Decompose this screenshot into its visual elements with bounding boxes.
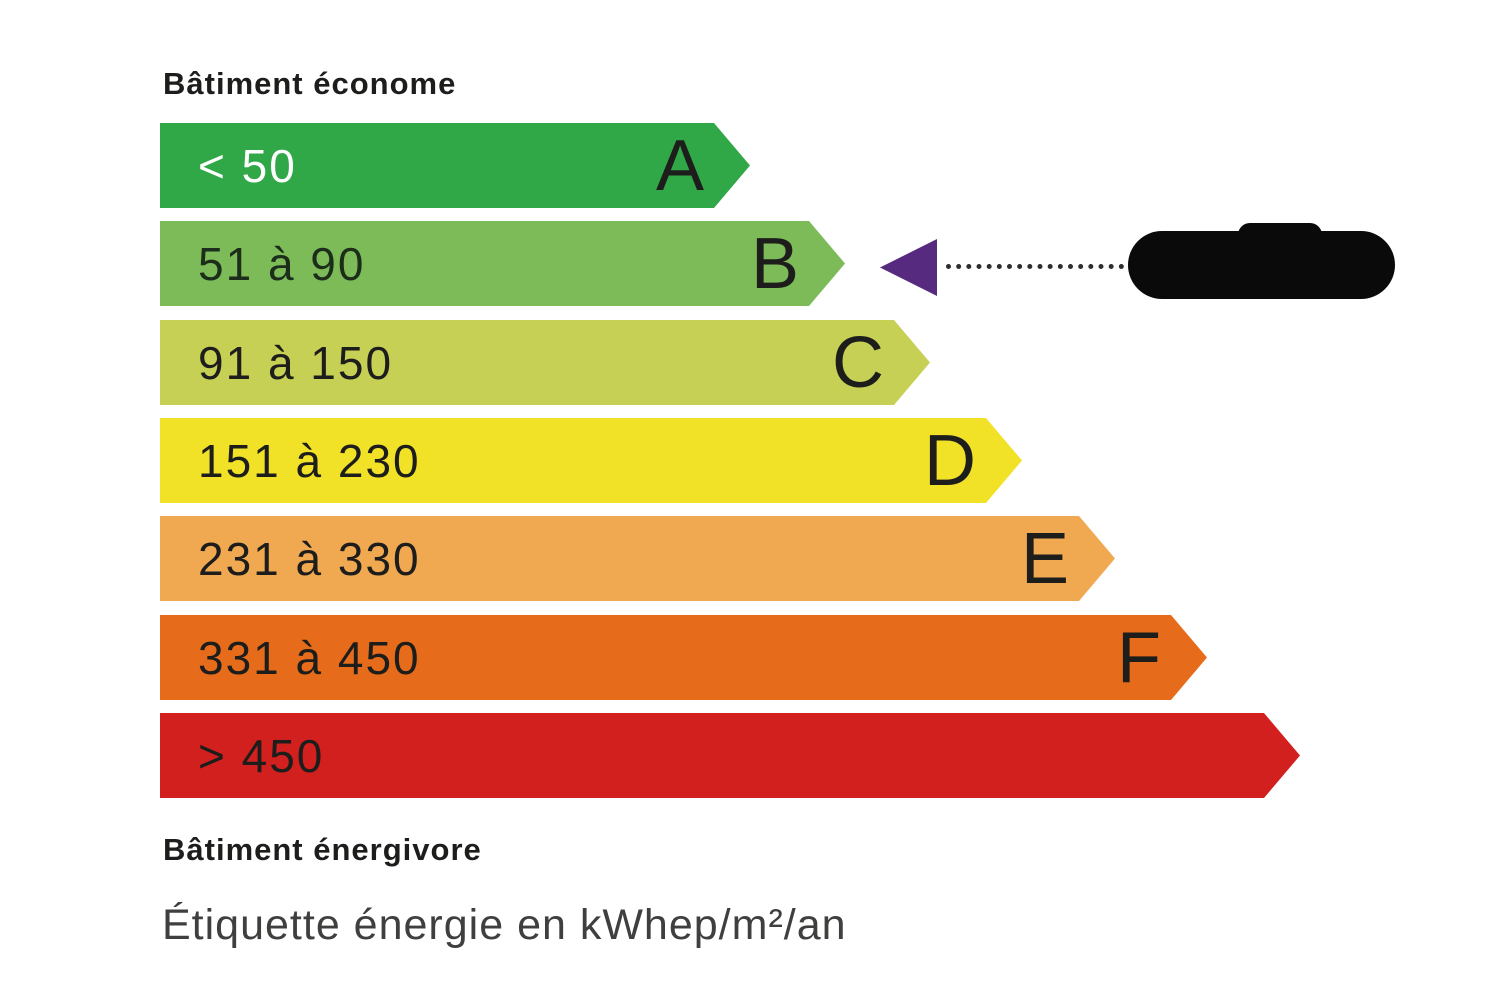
dotted-leader-line [946, 264, 1124, 269]
range-label-g: > 450 [198, 729, 325, 782]
range-label-c: 91 à 150 [198, 336, 394, 389]
range-label-a: < 50 [198, 139, 297, 192]
class-letter-d: D [924, 420, 976, 501]
energy-class-bar-d: 151 à 230 D [160, 418, 1022, 503]
energy-class-bar-b: 51 à 90 B [160, 221, 845, 306]
energy-class-bar-a: < 50 A [160, 123, 750, 208]
class-letter-a: A [655, 125, 704, 206]
energy-class-bar-g: > 450 [160, 713, 1300, 798]
class-letter-e: E [1020, 518, 1069, 599]
range-label-e: 231 à 330 [198, 532, 421, 585]
title-batiment-energivore: Bâtiment énergivore [163, 832, 482, 867]
redacted-value [1128, 231, 1395, 299]
unit-caption: Étiquette énergie en kWhep/m²/an [162, 901, 847, 949]
range-label-d: 151 à 230 [198, 434, 421, 487]
range-label-b: 51 à 90 [198, 237, 366, 290]
energy-class-bar-f: 331 à 450 F [160, 615, 1207, 700]
energy-class-bar-c: 91 à 150 C [160, 320, 930, 405]
left-arrow-icon [880, 239, 937, 296]
class-letter-c: C [832, 322, 884, 403]
class-letter-b: B [750, 223, 799, 304]
energy-class-bar-e: 231 à 330 E [160, 516, 1115, 601]
range-label-f: 331 à 450 [198, 631, 421, 684]
class-letter-f: F [1117, 617, 1161, 698]
title-batiment-econome: Bâtiment économe [163, 66, 457, 101]
